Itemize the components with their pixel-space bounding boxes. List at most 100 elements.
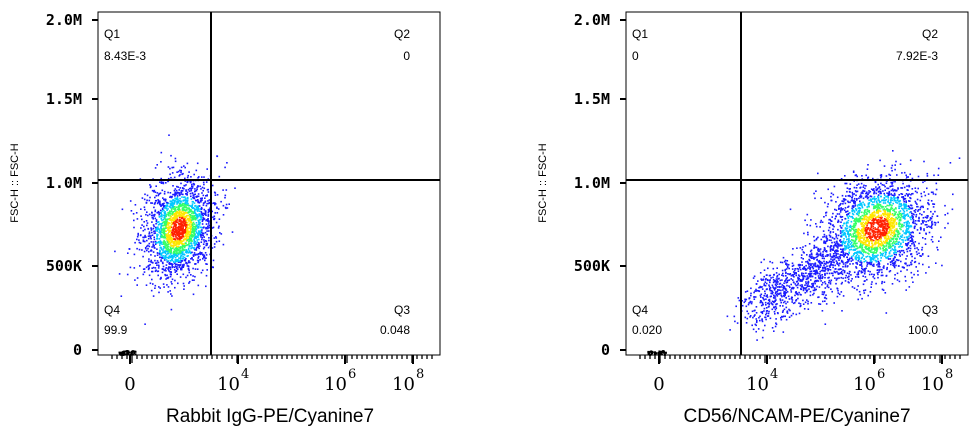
cell-event-dot: [834, 249, 837, 252]
cell-event-dot: [179, 264, 181, 266]
cell-event-dot: [163, 240, 166, 243]
cell-event-dot: [183, 213, 186, 215]
cell-event-dot: [160, 215, 162, 217]
cell-event-dot: [173, 253, 176, 256]
cell-event-dot: [162, 251, 164, 254]
cell-event-dot: [876, 210, 878, 213]
cell-event-dot: [904, 198, 907, 200]
cell-event-dot: [776, 303, 778, 305]
cell-event-dot: [875, 282, 877, 285]
cell-event-dot: [129, 200, 132, 202]
cell-event-dot: [176, 263, 178, 266]
cell-event-dot: [880, 253, 882, 255]
cell-event-dot: [843, 198, 846, 200]
cell-event-dot: [193, 240, 196, 242]
cell-event-dot: [915, 213, 918, 216]
cell-event-dot: [821, 274, 823, 276]
cell-event-dot: [783, 282, 785, 284]
cell-event-dot: [216, 155, 219, 158]
cell-event-dot: [182, 282, 185, 285]
cell-event-dot: [911, 255, 913, 258]
cell-event-dot: [203, 256, 206, 258]
cell-event-dot: [790, 289, 792, 291]
cell-event-dot: [913, 244, 916, 247]
cell-event-dot: [844, 202, 847, 205]
cell-event-dot: [160, 242, 162, 245]
cell-event-dot: [878, 269, 881, 272]
cell-event-dot: [143, 221, 145, 223]
cell-event-dot: [231, 231, 234, 233]
cell-event-dot: [181, 260, 184, 262]
cell-event-dot: [185, 227, 187, 230]
cell-event-dot: [845, 224, 848, 227]
cell-event-dot: [168, 217, 171, 220]
cell-event-dot: [847, 241, 849, 243]
cell-event-dot: [222, 189, 224, 191]
cell-event-dot: [201, 236, 204, 239]
cell-event-dot: [933, 174, 935, 177]
cell-event-dot: [201, 238, 203, 241]
cell-event-dot: [201, 234, 203, 236]
cell-event-dot: [786, 312, 789, 314]
cell-event-dot: [170, 176, 172, 179]
cell-event-dot: [174, 240, 176, 243]
cell-event-dot: [907, 195, 909, 197]
x-tick-exponent: 6: [348, 367, 356, 382]
cell-event-dot: [880, 240, 883, 243]
cell-event-dot: [874, 199, 876, 201]
cell-event-dot: [927, 202, 930, 205]
cell-event-dot: [162, 245, 165, 248]
cell-event-dot: [183, 263, 185, 266]
cell-event-dot: [170, 238, 173, 241]
cell-event-dot: [788, 308, 790, 311]
y-tick-label: 1.5M: [46, 90, 82, 108]
cell-event-dot: [192, 194, 195, 197]
cell-event-dot: [879, 251, 882, 254]
cell-event-dot: [876, 248, 878, 251]
cell-event-dot: [201, 269, 204, 272]
cell-event-dot: [888, 173, 890, 176]
cell-event-dot: [142, 240, 145, 243]
cell-event-dot: [884, 202, 887, 204]
cell-event-dot: [169, 256, 171, 258]
cell-event-dot: [841, 260, 844, 263]
cell-event-dot: [173, 219, 175, 221]
cell-event-dot: [900, 246, 903, 248]
cell-event-dot: [840, 178, 843, 180]
cell-event-dot: [911, 240, 914, 243]
cell-event-dot: [855, 194, 857, 197]
cell-event-dot: [176, 249, 178, 251]
cell-event-dot: [894, 247, 896, 249]
cell-event-dot: [123, 353, 126, 356]
cell-event-dot: [850, 220, 853, 223]
cell-event-dot: [898, 221, 901, 224]
cell-event-dot: [187, 237, 190, 240]
cell-event-dot: [898, 205, 900, 207]
cell-event-dot: [186, 263, 188, 265]
cell-event-dot: [166, 202, 169, 204]
cell-event-dot: [168, 210, 171, 212]
cell-event-dot: [187, 265, 190, 268]
cell-event-dot: [863, 213, 866, 215]
cell-event-dot: [884, 251, 886, 253]
cell-event-dot: [182, 232, 185, 235]
cell-event-dot: [825, 240, 828, 242]
cell-event-dot: [152, 216, 154, 219]
cell-event-dot: [934, 224, 937, 226]
cell-event-dot: [811, 275, 814, 278]
cell-event-dot: [157, 224, 160, 226]
cell-event-dot: [813, 239, 816, 242]
cell-event-dot: [887, 224, 889, 227]
cell-event-dot: [911, 231, 914, 233]
cell-event-dot: [159, 249, 161, 252]
cell-event-dot: [184, 196, 186, 199]
cell-event-dot: [189, 240, 191, 242]
cell-event-dot: [175, 235, 177, 237]
cell-event-dot: [167, 234, 170, 237]
cell-event-dot: [862, 189, 864, 192]
cell-event-dot: [862, 201, 864, 204]
cell-event-dot: [859, 261, 861, 263]
cell-event-dot: [772, 287, 775, 289]
cell-event-dot: [902, 196, 904, 198]
cell-event-dot: [810, 274, 812, 276]
